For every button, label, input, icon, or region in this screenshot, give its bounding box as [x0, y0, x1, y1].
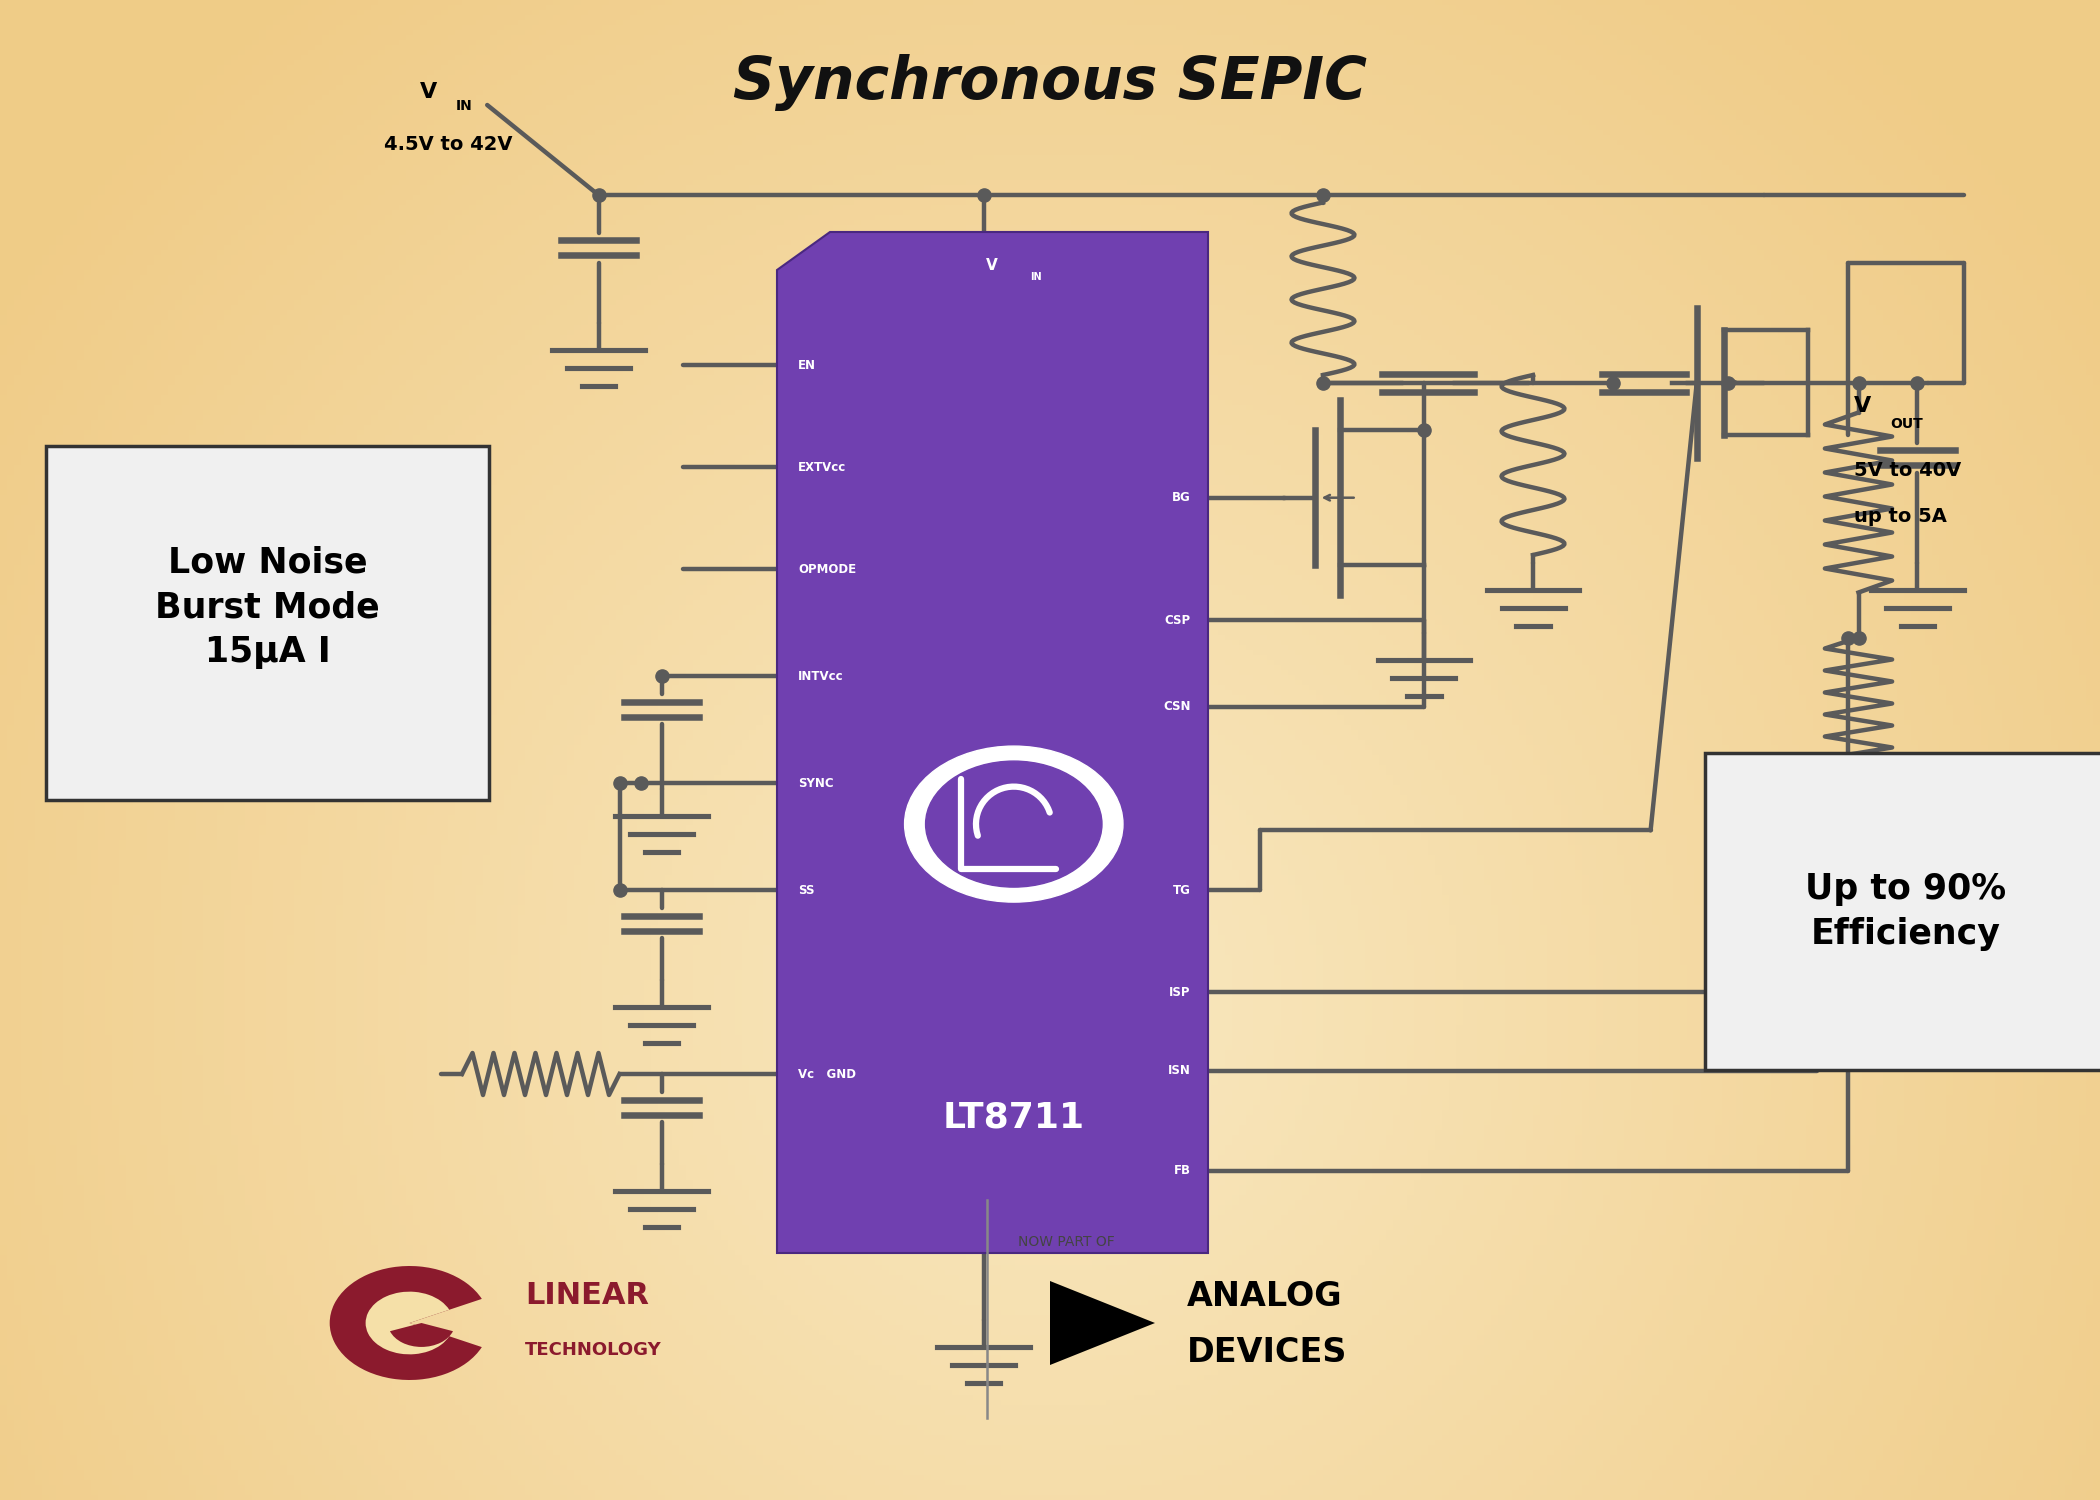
Point	[1831, 626, 1865, 650]
Point	[645, 664, 678, 688]
Polygon shape	[777, 232, 1208, 1252]
Text: ISP: ISP	[1170, 986, 1191, 999]
Text: NOW PART OF: NOW PART OF	[1018, 1234, 1115, 1250]
Point	[966, 183, 1000, 207]
Point	[1306, 183, 1340, 207]
Point	[1407, 419, 1441, 442]
Circle shape	[905, 746, 1124, 902]
Text: SYNC: SYNC	[798, 777, 834, 790]
Point	[1596, 370, 1630, 394]
Text: LINEAR: LINEAR	[525, 1281, 649, 1311]
Wedge shape	[330, 1266, 481, 1380]
Text: CSP: CSP	[1166, 614, 1191, 627]
Point	[1842, 626, 1875, 650]
Text: V: V	[1854, 396, 1871, 417]
Text: up to 5A: up to 5A	[1854, 507, 1947, 526]
Text: V: V	[987, 258, 998, 273]
Point	[603, 879, 636, 903]
Circle shape	[926, 760, 1102, 886]
Text: Vc   GND: Vc GND	[798, 1068, 857, 1080]
Text: 4.5V to 42V: 4.5V to 42V	[384, 135, 512, 154]
Text: IN: IN	[1029, 273, 1042, 282]
Polygon shape	[1050, 1281, 1155, 1365]
Point	[1712, 370, 1745, 394]
Text: TG: TG	[1172, 884, 1191, 897]
Text: FB: FB	[1174, 1164, 1191, 1178]
Text: Up to 90%
Efficiency: Up to 90% Efficiency	[1806, 871, 2006, 951]
FancyBboxPatch shape	[1705, 753, 2100, 1070]
Text: OUT: OUT	[1890, 417, 1924, 430]
Text: DEVICES: DEVICES	[1186, 1336, 1346, 1370]
Text: INTVcc: INTVcc	[798, 669, 844, 682]
Text: BG: BG	[1172, 490, 1191, 504]
FancyBboxPatch shape	[46, 446, 489, 800]
Point	[1306, 370, 1340, 394]
Text: 5V to 40V: 5V to 40V	[1854, 460, 1961, 480]
Text: Synchronous SEPIC: Synchronous SEPIC	[733, 54, 1367, 111]
Text: TECHNOLOGY: TECHNOLOGY	[525, 1341, 662, 1359]
Text: LT8711: LT8711	[943, 1101, 1086, 1134]
Text: SS: SS	[798, 884, 815, 897]
Wedge shape	[365, 1292, 449, 1354]
Text: V: V	[420, 81, 437, 102]
Text: ISN: ISN	[1168, 1065, 1191, 1077]
Text: OPMODE: OPMODE	[798, 562, 857, 576]
Point	[1900, 370, 1934, 394]
Text: EN: EN	[798, 358, 817, 372]
Point	[603, 771, 636, 795]
Text: ANALOG: ANALOG	[1186, 1280, 1342, 1312]
Wedge shape	[391, 1323, 454, 1347]
Text: Low Noise
Burst Mode
15μA I: Low Noise Burst Mode 15μA I	[155, 546, 380, 669]
Text: CSN: CSN	[1163, 700, 1191, 714]
Point	[1842, 370, 1875, 394]
Text: IN: IN	[456, 99, 472, 112]
Point	[582, 183, 615, 207]
Text: EXTVcc: EXTVcc	[798, 460, 846, 474]
Point	[624, 771, 657, 795]
